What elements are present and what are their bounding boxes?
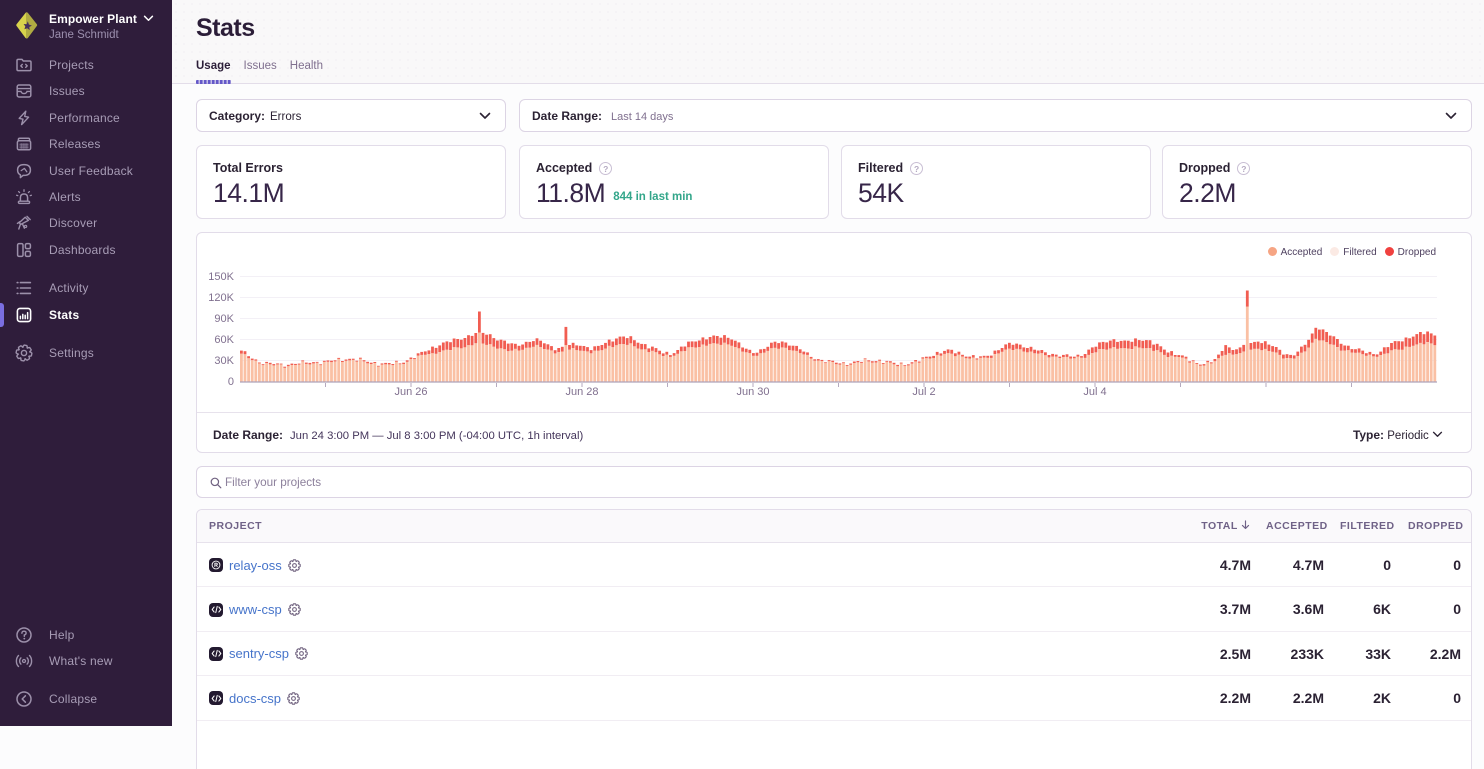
svg-text:Jun 28: Jun 28 bbox=[565, 386, 598, 398]
svg-text:150K: 150K bbox=[208, 271, 234, 283]
svg-text:Jun 26: Jun 26 bbox=[394, 386, 427, 398]
svg-text:Jul 2: Jul 2 bbox=[912, 386, 935, 398]
svg-text:90K: 90K bbox=[214, 313, 234, 325]
svg-text:120K: 120K bbox=[208, 292, 234, 304]
svg-text:30K: 30K bbox=[214, 355, 234, 367]
svg-text:Jul 4: Jul 4 bbox=[1083, 386, 1106, 398]
svg-text:0: 0 bbox=[228, 376, 234, 388]
svg-text:Jun 30: Jun 30 bbox=[736, 386, 769, 398]
svg-text:60K: 60K bbox=[214, 334, 234, 346]
